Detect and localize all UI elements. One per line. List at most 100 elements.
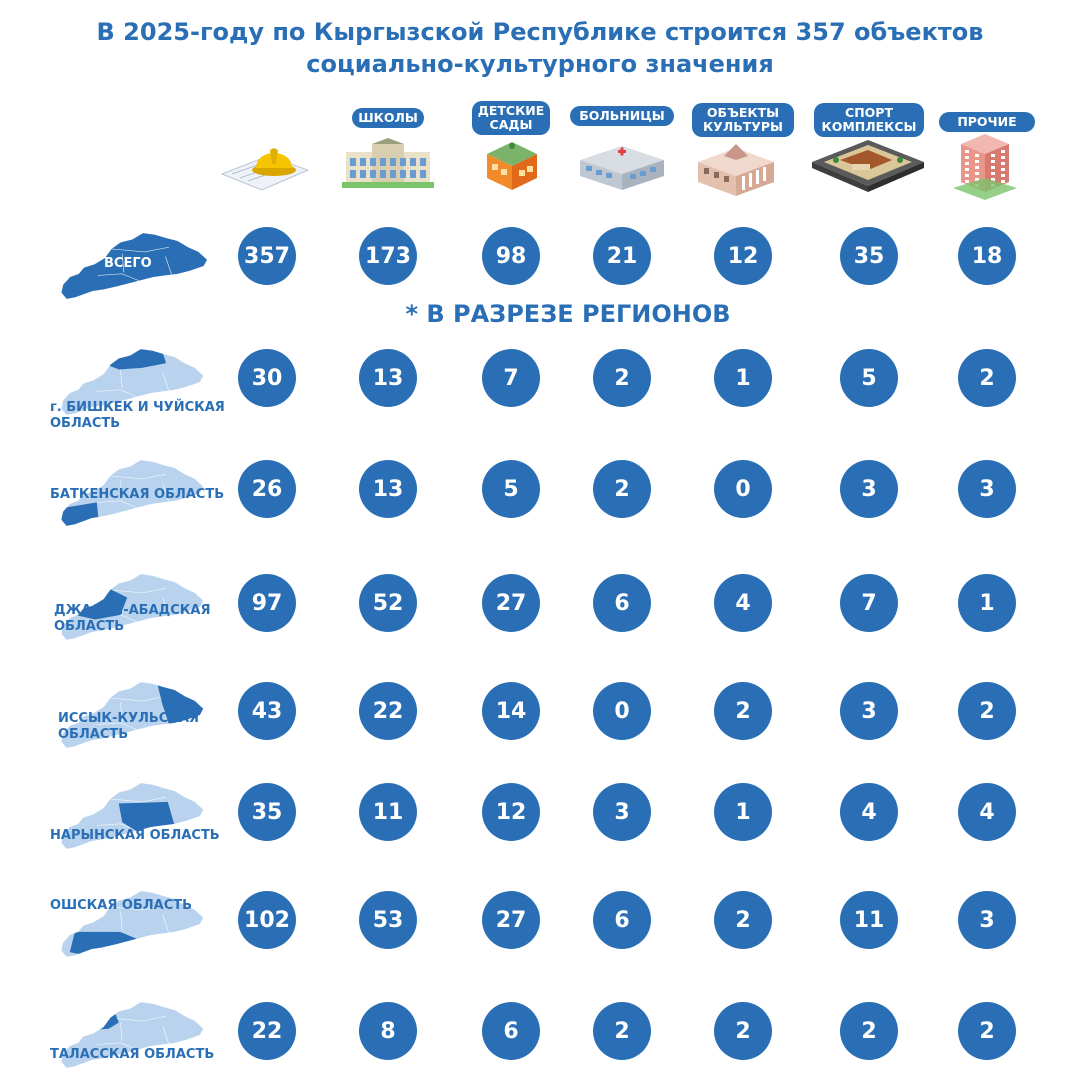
region-label-issykkul: ИССЫК-КУЛЬСКАЯ ОБЛАСТЬ: [58, 711, 199, 743]
region-jalalabad-value-3: 6: [593, 574, 651, 632]
culture-building-icon: [694, 140, 778, 202]
region-talas-value-2: 6: [482, 1002, 540, 1060]
region-label-line: ОШСКАЯ ОБЛАСТЬ: [50, 898, 193, 913]
category-label-line: КУЛЬТУРЫ: [702, 119, 784, 134]
total-value-0: 357: [238, 227, 296, 285]
category-label-hospitals: БОЛЬНИЦЫ: [570, 106, 674, 126]
region-batken-value-3: 2: [593, 460, 651, 518]
region-issykkul-value-2: 14: [482, 682, 540, 740]
category-label-line: ДЕТСКИЕ: [477, 103, 545, 118]
category-label-schools: ШКОЛЫ: [352, 108, 424, 128]
region-label-line: г. БИШКЕК И ЧУЙСКАЯ: [50, 400, 225, 415]
sport-complex-icon: [812, 138, 924, 196]
region-naryn-value-4: 1: [714, 783, 772, 841]
total-row-label: ВСЕГО: [104, 256, 152, 271]
region-map-osh: [61, 891, 204, 957]
region-map-batken: [61, 460, 204, 526]
region-label-chui: г. БИШКЕК И ЧУЙСКАЯ ОБЛАСТЬ: [50, 400, 225, 432]
region-osh-value-2: 27: [482, 891, 540, 949]
category-label-line: ШКОЛЫ: [358, 110, 418, 125]
region-issykkul-value-3: 0: [593, 682, 651, 740]
region-label-line: ИССЫК-КУЛЬСКАЯ: [58, 711, 200, 726]
region-chui-value-6: 2: [958, 349, 1016, 407]
region-label-line: ТАЛАССКАЯ ОБЛАСТЬ: [50, 1047, 215, 1062]
region-label-line: ДЖАЛАЛ-АБАДСКАЯ: [54, 603, 211, 618]
title-line-2: социально-культурного значения: [306, 50, 774, 78]
title-line-1: В 2025-году по Кыргызской Республике стр…: [96, 18, 984, 46]
region-osh-value-5: 11: [840, 891, 898, 949]
region-map-jalalabad: [61, 574, 204, 640]
category-label-sport: СПОРТ КОМПЛЕКСЫ: [814, 103, 924, 137]
region-batken-value-1: 13: [359, 460, 417, 518]
other-building-icon: [951, 130, 1023, 206]
region-chui-value-2: 7: [482, 349, 540, 407]
hospital-building-icon: [576, 140, 668, 196]
kyrgyzstan-map-total: [61, 233, 208, 299]
region-talas-value-3: 2: [593, 1002, 651, 1060]
region-osh-value-4: 2: [714, 891, 772, 949]
region-jalalabad-value-5: 7: [840, 574, 898, 632]
region-map-issykkul: [61, 682, 204, 748]
region-naryn-value-1: 11: [359, 783, 417, 841]
category-label-culture: ОБЪЕКТЫ КУЛЬТУРЫ: [692, 103, 794, 137]
category-label-line: ОБЪЕКТЫ: [706, 105, 780, 120]
region-label-line: ОБЛАСТЬ: [58, 727, 129, 742]
region-chui-value-4: 1: [714, 349, 772, 407]
kindergarten-building-icon: [477, 134, 547, 200]
region-chui-value-0: 30: [238, 349, 296, 407]
region-label-line: БАТКЕНСКАЯ ОБЛАСТЬ: [50, 487, 225, 502]
region-issykkul-value-1: 22: [359, 682, 417, 740]
region-talas-value-5: 2: [840, 1002, 898, 1060]
total-value-3: 21: [593, 227, 651, 285]
total-value-6: 18: [958, 227, 1016, 285]
category-label-line: САДЫ: [489, 117, 533, 132]
region-naryn-value-6: 4: [958, 783, 1016, 841]
region-jalalabad-value-4: 4: [714, 574, 772, 632]
category-label-line: БОЛЬНИЦЫ: [579, 108, 665, 123]
construction-helmet-blueprint-icon: [218, 134, 310, 196]
region-talas-value-0: 22: [238, 1002, 296, 1060]
region-talas-value-4: 2: [714, 1002, 772, 1060]
region-batken-value-2: 5: [482, 460, 540, 518]
region-talas-value-1: 8: [359, 1002, 417, 1060]
region-jalalabad-value-1: 52: [359, 574, 417, 632]
category-label-line: СПОРТ: [845, 105, 893, 120]
school-building-icon: [342, 138, 434, 192]
total-value-5: 35: [840, 227, 898, 285]
region-issykkul-value-6: 2: [958, 682, 1016, 740]
region-issykkul-value-5: 3: [840, 682, 898, 740]
region-batken-value-4: 0: [714, 460, 772, 518]
total-value-1: 173: [359, 227, 417, 285]
region-osh-value-0: 102: [238, 891, 296, 949]
region-naryn-value-0: 35: [238, 783, 296, 841]
region-label-batken: БАТКЕНСКАЯ ОБЛАСТЬ: [50, 487, 224, 503]
region-batken-value-5: 3: [840, 460, 898, 518]
region-label-jalalabad: ДЖАЛАЛ-АБАДСКАЯ ОБЛАСТЬ: [54, 603, 210, 635]
region-jalalabad-value-6: 1: [958, 574, 1016, 632]
region-jalalabad-value-0: 97: [238, 574, 296, 632]
region-label-line: ОБЛАСТЬ: [50, 416, 121, 431]
region-chui-value-1: 13: [359, 349, 417, 407]
category-label-kindergartens: ДЕТСКИЕ САДЫ: [472, 101, 550, 135]
region-osh-value-1: 53: [359, 891, 417, 949]
region-naryn-value-5: 4: [840, 783, 898, 841]
category-label-line: КОМПЛЕКСЫ: [821, 119, 917, 134]
region-batken-value-0: 26: [238, 460, 296, 518]
region-batken-value-6: 3: [958, 460, 1016, 518]
region-label-naryn: НАРЫНСКАЯ ОБЛАСТЬ: [50, 828, 220, 844]
category-label-line: ПРОЧИЕ: [957, 114, 1017, 129]
region-label-line: ОБЛАСТЬ: [54, 619, 125, 634]
region-chui-value-3: 2: [593, 349, 651, 407]
region-naryn-value-3: 3: [593, 783, 651, 841]
region-chui-value-5: 5: [840, 349, 898, 407]
region-naryn-value-2: 12: [482, 783, 540, 841]
region-talas-value-6: 2: [958, 1002, 1016, 1060]
region-map-naryn: [61, 783, 204, 849]
region-label-osh: ОШСКАЯ ОБЛАСТЬ: [50, 898, 192, 914]
region-map-talas: [61, 1002, 204, 1068]
region-label-line: НАРЫНСКАЯ ОБЛАСТЬ: [50, 828, 220, 843]
total-value-2: 98: [482, 227, 540, 285]
region-label-talas: ТАЛАССКАЯ ОБЛАСТЬ: [50, 1047, 214, 1063]
region-osh-value-6: 3: [958, 891, 1016, 949]
total-value-4: 12: [714, 227, 772, 285]
